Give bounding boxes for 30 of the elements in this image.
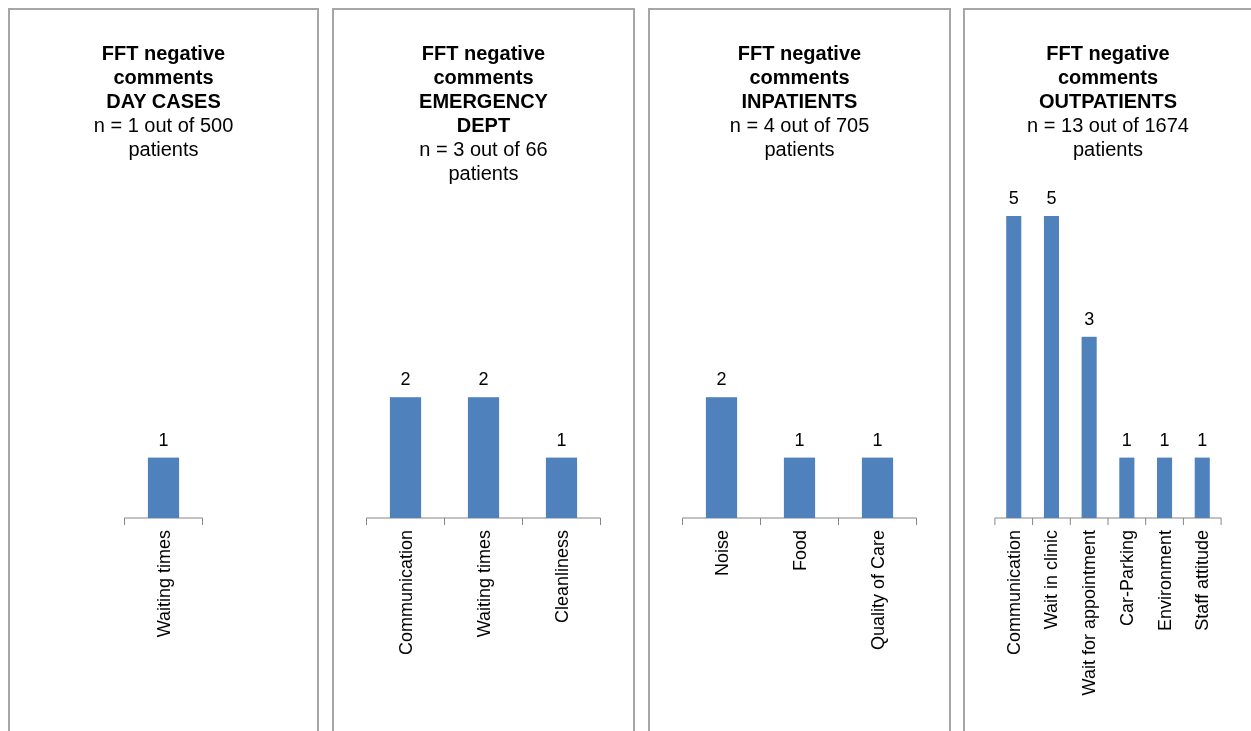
x-tick-label: Staff attitude — [1192, 530, 1213, 631]
data-label: 1 — [872, 429, 883, 450]
data-label: 3 — [1084, 308, 1095, 329]
x-tick-label: Quality of Care — [867, 530, 888, 651]
data-label: 1 — [1197, 429, 1208, 450]
x-tick-label: Environment — [1154, 530, 1175, 632]
x-tick-label: Communication — [1003, 530, 1024, 656]
x-tick-label: Noise — [711, 530, 732, 577]
data-label: 2 — [478, 369, 489, 390]
x-tick-label: Wait in clinic — [1041, 530, 1062, 630]
chart-subtitle: n = 1 out of 500 patients — [93, 114, 234, 160]
data-label: 1 — [158, 429, 169, 450]
x-tick-label: Cleanliness — [551, 530, 572, 624]
data-label: 1 — [1159, 429, 1170, 450]
x-tick-label: Communication — [395, 530, 416, 656]
x-tick-label: Car-Parking — [1116, 530, 1137, 627]
data-label: 2 — [716, 369, 727, 390]
data-label: 1 — [794, 429, 805, 450]
chart-subtitle: n = 3 out of 66 patients — [419, 138, 548, 184]
data-label: 5 — [1046, 188, 1057, 208]
data-label: 1 — [1121, 429, 1132, 450]
x-tick-label: Waiting times — [153, 530, 174, 638]
chart-subtitle: n = 4 out of 705 patients — [729, 114, 870, 160]
x-tick-label: Food — [789, 530, 810, 572]
data-label: 2 — [400, 369, 411, 390]
chart-subtitle: n = 13 out of 1674 patients — [1027, 114, 1189, 160]
x-tick-label: Wait for appointment — [1079, 530, 1100, 696]
x-tick-label: Waiting times — [473, 530, 494, 638]
data-label: 5 — [1008, 188, 1019, 208]
data-label: 1 — [556, 429, 567, 450]
